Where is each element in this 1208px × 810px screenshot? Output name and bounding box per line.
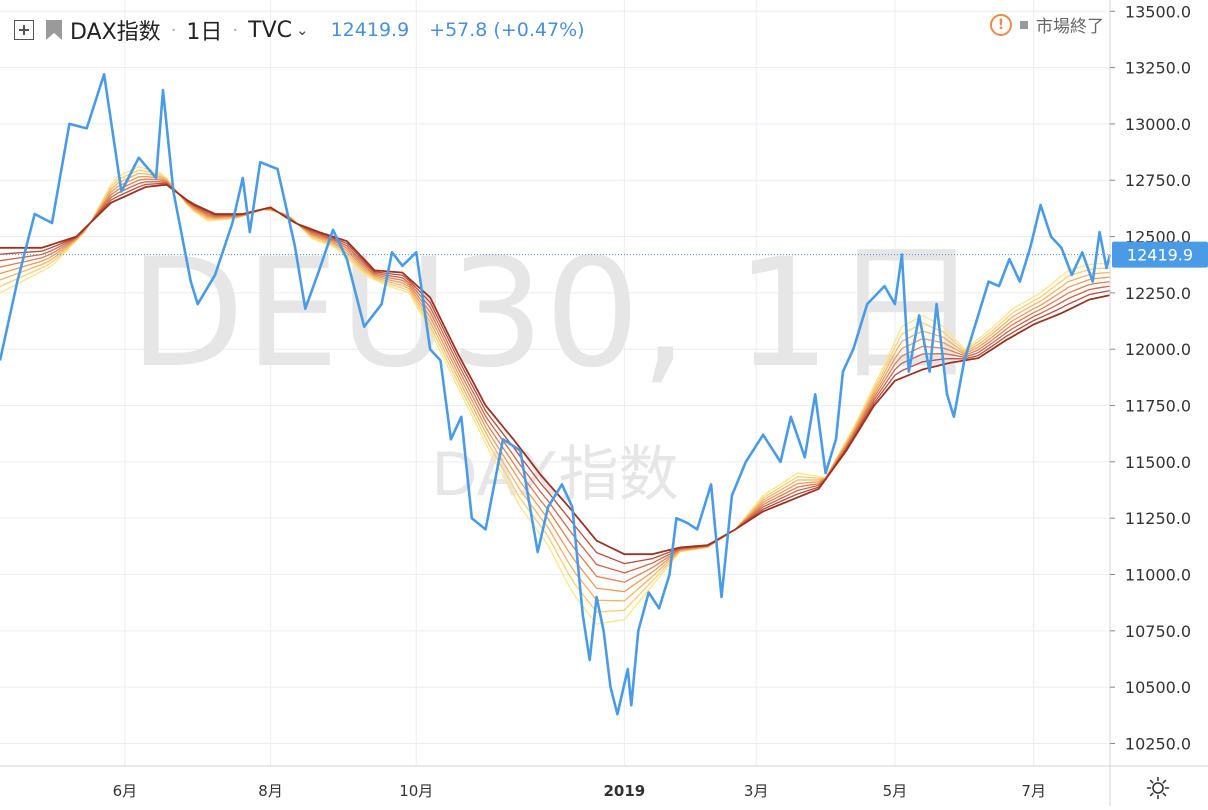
market-status[interactable]: ! 市場終了: [990, 12, 1104, 37]
moving-average-line-8: [0, 183, 1111, 556]
symbol-name[interactable]: DAX指数: [70, 20, 161, 45]
x-tick-label: 8月: [258, 782, 283, 800]
status-square-icon: [1020, 20, 1028, 29]
y-tick-label: 13250.0: [1125, 59, 1191, 78]
settings-sun-icon[interactable]: [1146, 776, 1170, 800]
flag-icon: [46, 20, 62, 40]
y-tick-label: 13000.0: [1125, 115, 1191, 134]
y-tick-label: 13500.0: [1125, 2, 1191, 21]
y-tick-label: 12000.0: [1125, 340, 1191, 359]
last-price-badge: [1112, 241, 1208, 268]
last-price-value: 12419.9: [330, 19, 410, 41]
market-status-text: 市場終了: [1036, 17, 1104, 37]
price-line: [0, 73, 1112, 716]
y-tick-label: 10500.0: [1125, 678, 1191, 697]
watermark-main: DEU30, 1日: [129, 227, 981, 401]
interval-label[interactable]: 1日: [186, 20, 223, 45]
y-tick-label: 11250.0: [1125, 509, 1191, 528]
y-tick-label: 11500.0: [1125, 453, 1191, 472]
y-tick-label: 12250.0: [1125, 284, 1191, 303]
watermark-sub: DAX指数: [431, 440, 678, 510]
price-change: +57.8 (+0.47%): [429, 19, 585, 41]
x-tick-label: 3月: [744, 782, 769, 800]
symbol-header: DAX指数 · 1日 · TVC ⌄ 12419.9 +57.8 (+0.47%…: [14, 14, 585, 46]
separator-dot: ·: [232, 19, 239, 41]
x-tick-label: 7月: [1021, 782, 1046, 800]
add-compare-icon[interactable]: [14, 20, 34, 40]
x-tick-label: 10月: [399, 782, 433, 800]
x-tick-label: 2019: [604, 782, 646, 800]
warning-icon[interactable]: !: [990, 13, 1012, 36]
y-tick-label: 10250.0: [1125, 734, 1191, 753]
x-tick-label: 6月: [113, 782, 138, 800]
y-tick-label: 11750.0: [1125, 397, 1191, 416]
separator-dot: ·: [170, 19, 177, 41]
y-tick-label: 11000.0: [1125, 566, 1191, 585]
y-tick-label: 12750.0: [1125, 171, 1191, 190]
source-label[interactable]: TVC: [248, 17, 293, 43]
chevron-down-icon[interactable]: ⌄: [296, 21, 309, 39]
last-price-badge-label: 12419.9: [1127, 246, 1193, 265]
x-tick-label: 5月: [883, 782, 908, 800]
y-tick-label: 10750.0: [1125, 622, 1191, 641]
